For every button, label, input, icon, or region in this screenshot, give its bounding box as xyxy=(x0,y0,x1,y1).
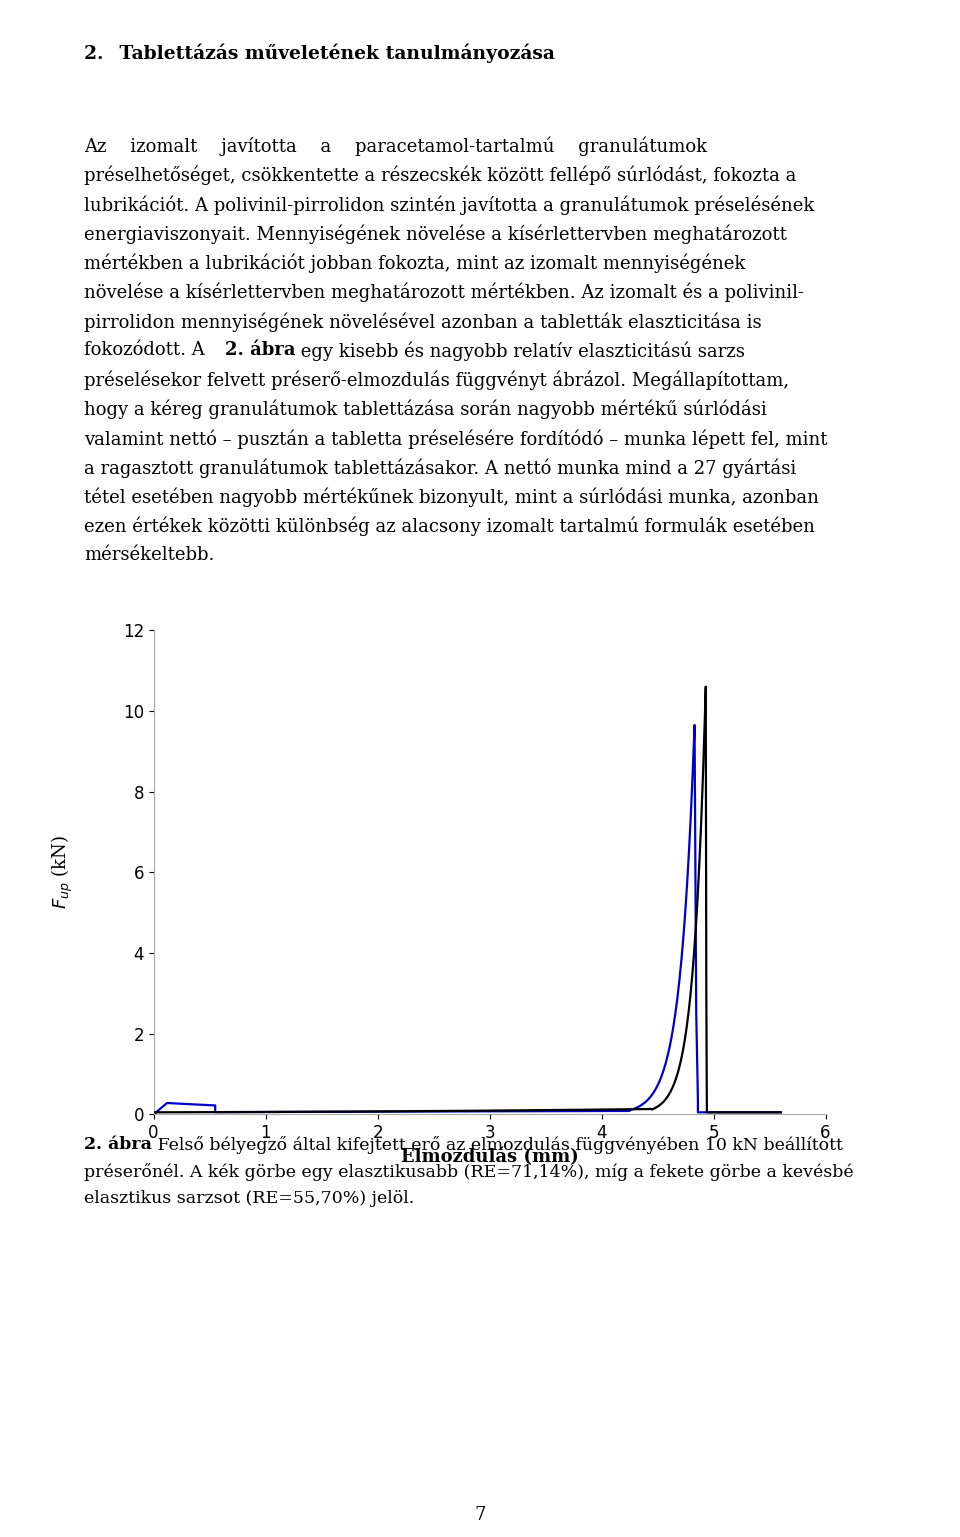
Text: 2.  Tablettázás műveletének tanulmányozása: 2. Tablettázás műveletének tanulmányozás… xyxy=(84,43,555,63)
Text: 2. ábra: 2. ábra xyxy=(225,341,296,360)
Text: Felső bélyegző által kifejtett erő az elmozdulás függvényében 10 kN beállított: Felső bélyegző által kifejtett erő az el… xyxy=(152,1136,843,1154)
Text: pirrolidon mennyiségének növelésével azonban a tabletták elaszticitása is: pirrolidon mennyiségének növelésével azo… xyxy=(84,312,762,332)
Text: ezen értékek közötti különbség az alacsony izomalt tartalmú formulák esetében: ezen értékek közötti különbség az alacso… xyxy=(84,516,815,536)
Text: préserőnél. A kék görbe egy elasztikusabb (RE=71,14%), míg a fekete görbe a kevé: préserőnél. A kék görbe egy elasztikusab… xyxy=(84,1164,854,1180)
Text: mérsékeltebb.: mérsékeltebb. xyxy=(84,546,215,564)
X-axis label: Elmozdulás (mm): Elmozdulás (mm) xyxy=(400,1148,579,1167)
Text: valamint nettó – pusztán a tabletta préselésére fordítódó – munka lépett fel, mi: valamint nettó – pusztán a tabletta prés… xyxy=(84,429,828,449)
Text: energiaviszonyait. Mennyiségének növelése a kísérlettervben meghatározott: energiaviszonyait. Mennyiségének növelés… xyxy=(84,224,787,244)
Text: hogy a kéreg granulátumok tablettázása során nagyobb mértékű súrlódási: hogy a kéreg granulátumok tablettázása s… xyxy=(84,400,767,420)
Text: préselhetőséget, csökkentette a részecskék között fellépő súrlódást, fokozta a: préselhetőséget, csökkentette a részecsk… xyxy=(84,166,797,186)
Text: egy kisebb és nagyobb relatív elaszticitású sarzs: egy kisebb és nagyobb relatív elaszticit… xyxy=(295,341,745,361)
Text: $F_{up}$ (kN): $F_{up}$ (kN) xyxy=(50,835,75,910)
Text: préselésekor felvett préserő-elmozdulás függvényt ábrázol. Megállapítottam,: préselésekor felvett préserő-elmozdulás … xyxy=(84,370,790,390)
Text: elasztikus sarzsot (RE=55,70%) jelöl.: elasztikus sarzsot (RE=55,70%) jelöl. xyxy=(84,1190,415,1207)
Text: lubrikációt. A polivinil-pirrolidon szintén javította a granulátumok préseléséne: lubrikációt. A polivinil-pirrolidon szin… xyxy=(84,195,815,215)
Text: a ragasztott granulátumok tablettázásakor. A nettó munka mind a 27 gyártási: a ragasztott granulátumok tablettázásako… xyxy=(84,458,797,478)
Text: 2. ábra: 2. ábra xyxy=(84,1136,153,1153)
Text: tétel esetében nagyobb mértékűnek bizonyult, mint a súrlódási munka, azonban: tétel esetében nagyobb mértékűnek bizony… xyxy=(84,487,819,507)
Text: Az  izomalt  javította  a  paracetamol-tartalmú  granulátumok: Az izomalt javította a paracetamol-tarta… xyxy=(84,137,708,157)
Text: növelése a kísérlettervben meghatározott mértékben. Az izomalt és a polivinil-: növelése a kísérlettervben meghatározott… xyxy=(84,283,804,303)
Text: fokozódott. A: fokozódott. A xyxy=(84,341,211,360)
Text: mértékben a lubrikációt jobban fokozta, mint az izomalt mennyiségének: mértékben a lubrikációt jobban fokozta, … xyxy=(84,254,746,274)
Text: 7: 7 xyxy=(474,1506,486,1525)
